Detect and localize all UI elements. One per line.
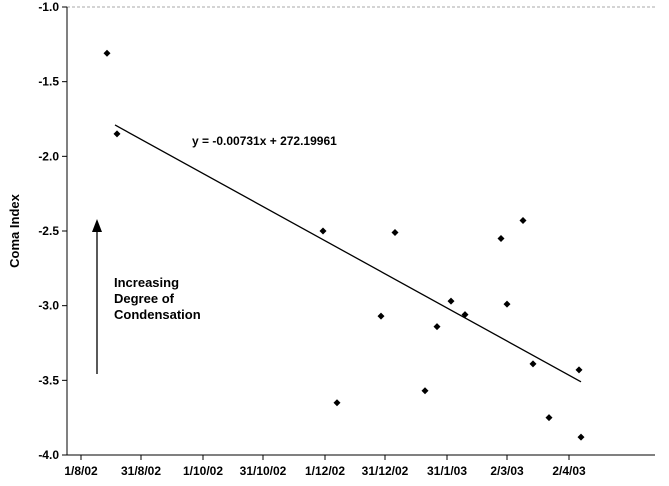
y-tick-label: -1.0 [38, 0, 59, 14]
data-points [103, 49, 585, 441]
y-tick-label: -2.0 [38, 149, 59, 163]
x-tick-label: 2/3/03 [490, 464, 524, 478]
data-point-diamond [519, 217, 527, 225]
data-point-diamond [377, 312, 385, 320]
x-tick-label: 1/10/02 [183, 464, 223, 478]
annotation-line-3: Condensation [114, 307, 201, 322]
data-point-diamond [529, 360, 537, 368]
x-tick-label: 31/8/02 [121, 464, 161, 478]
x-tick-label: 31/12/02 [362, 464, 409, 478]
annotation-line-1: Increasing [114, 275, 179, 290]
y-axis-title: Coma Index [7, 193, 22, 267]
data-point-diamond [545, 414, 553, 422]
data-point-diamond [497, 234, 505, 242]
annotation-line-2: Degree of [114, 291, 175, 306]
y-tick-label: -3.5 [38, 373, 59, 387]
y-tick-label: -2.5 [38, 224, 59, 238]
y-tick-label: -3.0 [38, 299, 59, 313]
data-point-diamond [103, 49, 111, 57]
x-tick-label: 2/4/03 [552, 464, 586, 478]
data-point-diamond [575, 366, 583, 374]
trendline-equation: y = -0.00731x + 272.19961 [192, 134, 337, 148]
trendline [114, 124, 582, 383]
y-tick-label: -4.0 [38, 448, 59, 462]
x-ticks: 1/8/02 31/8/02 1/10/02 31/10/02 1/12/02 31/12… [64, 455, 586, 478]
data-point-diamond [577, 433, 585, 441]
x-tick-label: 1/12/02 [305, 464, 345, 478]
data-point-diamond [433, 323, 441, 331]
data-point-diamond [113, 130, 121, 138]
data-point-diamond [391, 228, 399, 236]
x-tick-label: 1/8/02 [64, 464, 98, 478]
data-point-diamond [503, 300, 511, 308]
data-point-diamond [333, 399, 341, 407]
y-ticks: -1.0 -1.5 -2.0 -2.5 -3.0 -3.5 -4.0 [38, 0, 67, 462]
condensation-arrow-head-icon [92, 219, 102, 232]
data-point-diamond [461, 311, 469, 319]
y-tick-label: -1.5 [38, 75, 59, 89]
data-point-diamond [447, 297, 455, 305]
data-point-diamond [319, 227, 327, 235]
data-point-diamond [421, 387, 429, 395]
x-tick-label: 31/1/03 [427, 464, 467, 478]
x-tick-label: 31/10/02 [240, 464, 287, 478]
